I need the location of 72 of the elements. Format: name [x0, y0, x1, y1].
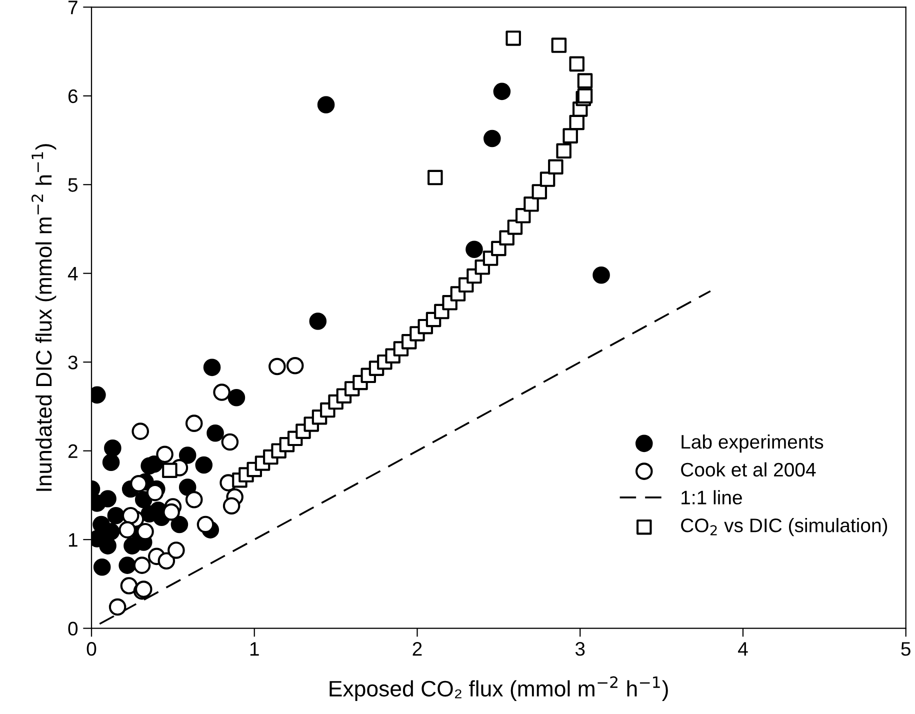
- point: [506, 30, 521, 46]
- point: [132, 422, 150, 440]
- point: [168, 542, 185, 559]
- x-tick-label: 3: [575, 642, 585, 656]
- point: [206, 424, 224, 442]
- point: [222, 497, 240, 515]
- point: [317, 96, 335, 114]
- y-tick-label: 1: [68, 533, 78, 547]
- y-tick-label: 6: [68, 89, 78, 104]
- point: [569, 56, 584, 72]
- legend-label: CO$_{2}$ vs DIC (simulation): [681, 518, 888, 536]
- point: [569, 114, 584, 130]
- point: [104, 440, 122, 457]
- point: [524, 196, 539, 212]
- legend-label: 1:1 line: [682, 490, 742, 504]
- point: [118, 556, 136, 574]
- point: [178, 478, 196, 496]
- x-tick-label: 4: [738, 642, 748, 656]
- point: [107, 506, 125, 524]
- point: [540, 172, 556, 187]
- point: [156, 446, 174, 464]
- point: [556, 143, 572, 159]
- point: [120, 577, 138, 594]
- point: [130, 475, 148, 492]
- y-tick-label: 7: [68, 0, 78, 14]
- point: [484, 130, 501, 148]
- point: [102, 454, 120, 472]
- point: [466, 240, 483, 258]
- point: [309, 312, 327, 330]
- point: [185, 414, 203, 432]
- point: [548, 159, 564, 175]
- point: [93, 558, 111, 576]
- point: [203, 358, 221, 376]
- x-tick-label: 1: [250, 642, 259, 656]
- point: [592, 266, 610, 284]
- point: [195, 456, 213, 474]
- legend-label: Cook et al 2004: [681, 462, 816, 477]
- y-tick-label: 5: [68, 178, 78, 192]
- point: [178, 446, 196, 464]
- legend-label: Lab experiments: [682, 434, 824, 453]
- y-tick-label: 2: [68, 444, 78, 458]
- point: [99, 537, 116, 554]
- point: [162, 503, 180, 521]
- point: [286, 357, 304, 374]
- point: [162, 462, 178, 478]
- point: [532, 184, 548, 200]
- point: [213, 384, 230, 401]
- point: [268, 358, 286, 376]
- point: [196, 516, 214, 534]
- point: [170, 516, 188, 534]
- point: [185, 490, 203, 508]
- x-tick-label: 2: [412, 642, 422, 656]
- y-tick-label: 0: [68, 622, 78, 636]
- point: [551, 38, 567, 53]
- point: [428, 170, 443, 186]
- point: [221, 433, 239, 451]
- y-tick-label: 3: [68, 356, 78, 370]
- y-tick-label: 4: [68, 267, 78, 280]
- point: [136, 522, 154, 540]
- point: [158, 552, 176, 570]
- point: [122, 506, 140, 524]
- point: [133, 556, 151, 574]
- point: [562, 128, 578, 144]
- x-tick-label: 5: [901, 642, 910, 656]
- point: [228, 388, 246, 406]
- point: [108, 598, 126, 616]
- x-axis-title: Exposed CO₂ flux (mmol m$^{−2}$ h$^{−1}$): [330, 676, 668, 701]
- point: [118, 521, 136, 538]
- x-tick-label: 0: [86, 642, 96, 656]
- point: [577, 73, 593, 88]
- point: [493, 82, 511, 100]
- y-axis-title: Inundated DIC flux (mmol m$^{−2}$ h$^{−1}$): [31, 144, 56, 491]
